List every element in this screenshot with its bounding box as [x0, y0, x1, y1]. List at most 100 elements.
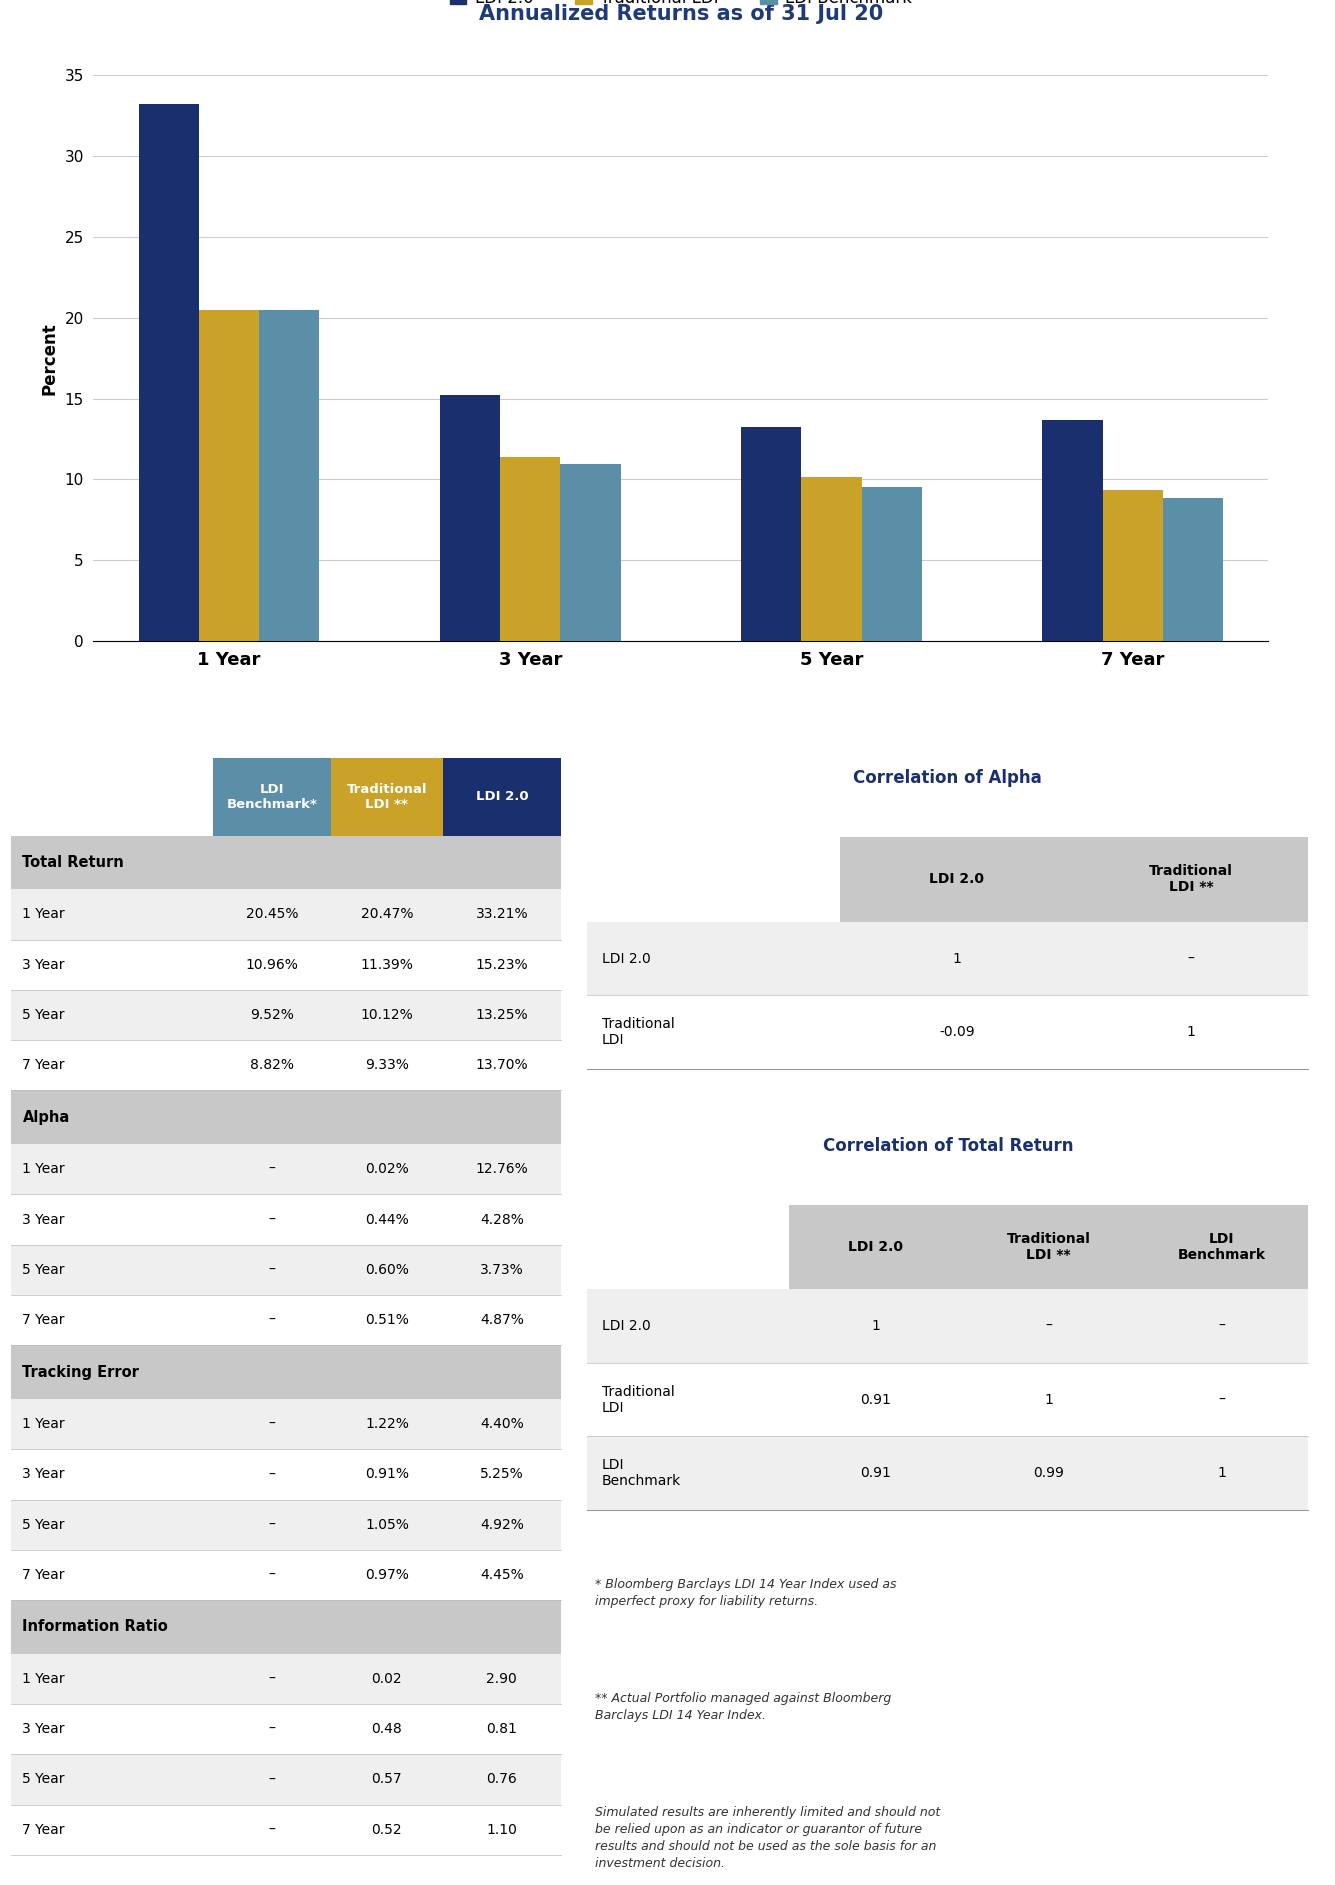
Text: 1: 1 [1187, 1025, 1196, 1039]
Text: LDI
Benchmark*: LDI Benchmark* [227, 782, 318, 811]
Bar [561, 464, 621, 641]
FancyBboxPatch shape [11, 1600, 561, 1653]
FancyBboxPatch shape [214, 758, 331, 835]
Text: 0.48: 0.48 [371, 1723, 402, 1736]
Text: –: – [268, 1823, 275, 1836]
Text: ** Actual Portfolio managed against Bloomberg
Barclays LDI 14 Year Index.: ** Actual Portfolio managed against Bloo… [594, 1693, 890, 1723]
Text: Traditional
LDI **: Traditional LDI ** [1007, 1231, 1091, 1263]
FancyBboxPatch shape [11, 890, 561, 939]
Bar [439, 394, 501, 641]
Text: LDI 2.0: LDI 2.0 [929, 873, 984, 886]
Text: 0.57: 0.57 [371, 1772, 402, 1787]
Text: 9.33%: 9.33% [364, 1057, 409, 1073]
Text: * Bloomberg Barclays LDI 14 Year Index used as
imperfect proxy for liability ret: * Bloomberg Barclays LDI 14 Year Index u… [594, 1578, 896, 1608]
FancyBboxPatch shape [11, 1041, 561, 1090]
Bar [199, 311, 259, 641]
Text: Tracking Error: Tracking Error [23, 1365, 139, 1380]
FancyBboxPatch shape [443, 758, 561, 835]
FancyBboxPatch shape [11, 990, 561, 1041]
FancyBboxPatch shape [11, 1704, 561, 1755]
FancyBboxPatch shape [11, 1399, 561, 1450]
FancyBboxPatch shape [587, 922, 1308, 995]
Text: 0.02%: 0.02% [364, 1163, 409, 1176]
Text: -0.09: -0.09 [939, 1025, 975, 1039]
FancyBboxPatch shape [11, 1346, 561, 1399]
FancyBboxPatch shape [11, 1755, 561, 1804]
Text: 8.82%: 8.82% [250, 1057, 294, 1073]
Text: LDI 2.0: LDI 2.0 [848, 1240, 904, 1254]
FancyBboxPatch shape [587, 1436, 1308, 1510]
Y-axis label: Percent: Percent [41, 322, 59, 394]
Text: 4.40%: 4.40% [481, 1418, 523, 1431]
Text: Traditional
LDI: Traditional LDI [602, 1016, 674, 1048]
Text: 2.90: 2.90 [486, 1672, 517, 1685]
Text: 0.52: 0.52 [371, 1823, 402, 1836]
Text: 9.52%: 9.52% [250, 1008, 294, 1022]
FancyBboxPatch shape [11, 1653, 561, 1704]
Text: 4.28%: 4.28% [479, 1212, 523, 1227]
FancyBboxPatch shape [587, 1289, 1308, 1363]
Text: 1: 1 [1218, 1467, 1227, 1480]
Text: 0.02: 0.02 [371, 1672, 402, 1685]
Bar [1103, 490, 1163, 641]
Text: 4.87%: 4.87% [479, 1314, 523, 1327]
Bar [501, 456, 561, 641]
Text: –: – [268, 1263, 275, 1276]
Legend: LDI 2.0, Traditional LDI, LDI Benchmark: LDI 2.0, Traditional LDI, LDI Benchmark [443, 0, 918, 13]
Text: 7 Year: 7 Year [23, 1057, 65, 1073]
Title: Annualized Returns as of 31 Jul 20: Annualized Returns as of 31 Jul 20 [479, 4, 882, 25]
Text: –: – [268, 1418, 275, 1431]
FancyBboxPatch shape [11, 1549, 561, 1600]
Text: 7 Year: 7 Year [23, 1314, 65, 1327]
Bar [139, 104, 199, 641]
Text: LDI 2.0: LDI 2.0 [602, 952, 650, 965]
Text: LDI 2.0: LDI 2.0 [602, 1320, 650, 1333]
Text: 20.45%: 20.45% [246, 907, 298, 922]
FancyBboxPatch shape [587, 1205, 789, 1289]
Bar [1163, 498, 1223, 641]
Text: 11.39%: 11.39% [360, 958, 414, 973]
Text: Traditional
LDI **: Traditional LDI ** [1149, 863, 1234, 895]
Text: 20.47%: 20.47% [360, 907, 413, 922]
Text: –: – [268, 1212, 275, 1227]
FancyBboxPatch shape [11, 835, 561, 890]
Text: –: – [268, 1517, 275, 1533]
Text: 3 Year: 3 Year [23, 1212, 65, 1227]
FancyBboxPatch shape [11, 1804, 561, 1855]
Text: 0.51%: 0.51% [364, 1314, 409, 1327]
Text: 0.91: 0.91 [860, 1467, 892, 1480]
FancyBboxPatch shape [11, 1244, 561, 1295]
Text: –: – [268, 1467, 275, 1482]
Text: LDI 2.0: LDI 2.0 [475, 790, 529, 803]
Text: –: – [268, 1772, 275, 1787]
Text: 0.97%: 0.97% [364, 1568, 409, 1582]
Text: –: – [268, 1163, 275, 1176]
Text: Traditional
LDI **: Traditional LDI ** [347, 782, 427, 811]
Text: Total Return: Total Return [23, 856, 124, 871]
Text: LDI
Benchmark: LDI Benchmark [602, 1457, 681, 1489]
Text: 3 Year: 3 Year [23, 1467, 65, 1482]
Bar [741, 426, 801, 641]
FancyBboxPatch shape [840, 837, 1073, 922]
FancyBboxPatch shape [11, 1090, 561, 1144]
Text: 5 Year: 5 Year [23, 1008, 65, 1022]
Text: –: – [1219, 1320, 1226, 1333]
FancyBboxPatch shape [789, 1205, 963, 1289]
Text: 3.73%: 3.73% [481, 1263, 523, 1276]
Text: –: – [1219, 1393, 1226, 1406]
Text: 1: 1 [1044, 1393, 1053, 1406]
FancyBboxPatch shape [1073, 837, 1308, 922]
FancyBboxPatch shape [11, 939, 561, 990]
FancyBboxPatch shape [963, 1205, 1135, 1289]
Text: 0.91%: 0.91% [364, 1467, 409, 1482]
Text: LDI
Benchmark: LDI Benchmark [1177, 1231, 1266, 1263]
Text: 13.70%: 13.70% [475, 1057, 529, 1073]
FancyBboxPatch shape [11, 758, 214, 835]
Bar [259, 311, 319, 641]
Text: 1.10: 1.10 [486, 1823, 517, 1836]
Text: 1.22%: 1.22% [364, 1418, 409, 1431]
Text: 0.99: 0.99 [1033, 1467, 1064, 1480]
Text: –: – [268, 1723, 275, 1736]
Text: 13.25%: 13.25% [475, 1008, 529, 1022]
Text: 1: 1 [952, 952, 961, 965]
